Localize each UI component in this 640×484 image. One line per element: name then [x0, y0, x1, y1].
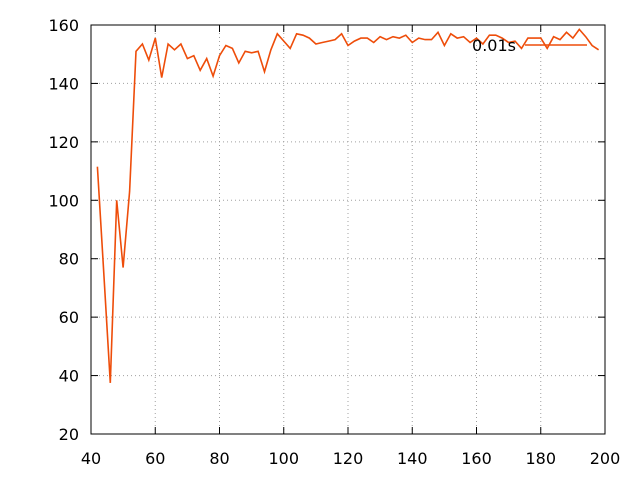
ticks: 40 60 80 100 120 140 160 180 2002040608010012014…: [48, 16, 620, 468]
y-tick-label: 40: [59, 367, 79, 386]
x-tick-label: 180: [525, 449, 556, 468]
series-line: [96, 28, 600, 383]
grid: [91, 25, 605, 434]
y-tick-label: 140: [48, 74, 79, 93]
series-layer: [96, 28, 600, 383]
x-tick-label: 40: [81, 449, 101, 468]
legend-label: 0.01s: [472, 36, 516, 55]
x-tick-label: 80: [209, 449, 229, 468]
x-tick-label: 100: [268, 449, 299, 468]
x-tick-label: 160: [461, 449, 492, 468]
legend: 0.01s: [472, 36, 587, 55]
y-tick-label: 60: [59, 308, 79, 327]
y-tick-label: 160: [48, 16, 79, 35]
y-tick-label: 20: [59, 425, 79, 444]
y-tick-label: 80: [59, 250, 79, 269]
y-tick-label: 100: [48, 191, 79, 210]
x-tick-label: 200: [590, 449, 621, 468]
x-tick-label: 120: [333, 449, 364, 468]
y-tick-label: 120: [48, 133, 79, 152]
x-tick-label: 140: [397, 449, 428, 468]
x-tick-label: 60: [145, 449, 165, 468]
